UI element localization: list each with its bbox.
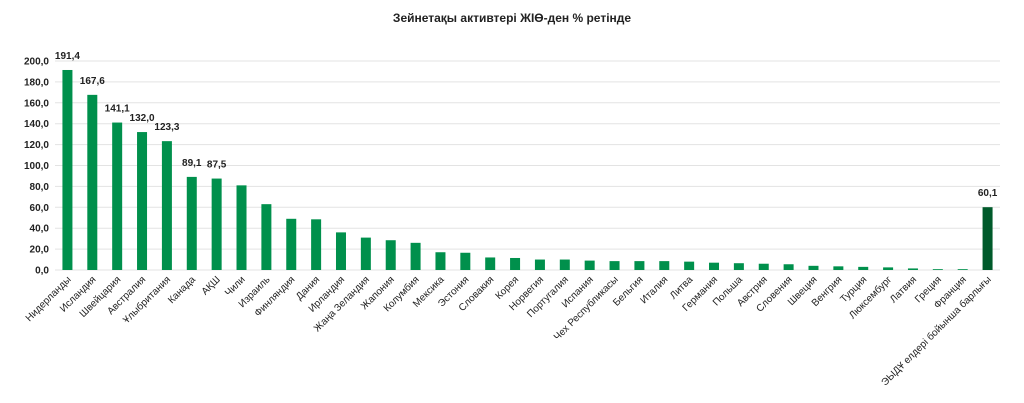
y-tick-label: 180,0 [24, 77, 49, 88]
bar [783, 264, 794, 270]
bar [62, 69, 73, 270]
bar [758, 263, 769, 270]
data-label: 167,6 [80, 76, 105, 87]
y-tick-label: 140,0 [24, 119, 49, 130]
y-tick-label: 60,0 [30, 203, 50, 214]
bar [112, 122, 123, 270]
bar [435, 252, 446, 270]
bar [584, 260, 595, 270]
bar [261, 204, 272, 270]
data-label: 141,1 [105, 104, 130, 115]
bar [932, 269, 943, 270]
bar [311, 219, 322, 270]
bar [137, 132, 148, 270]
data-label: 87,5 [207, 160, 227, 171]
x-tick-label: Латвия [888, 274, 919, 305]
y-tick-label: 20,0 [30, 245, 50, 256]
bar [286, 218, 297, 270]
bar [485, 257, 496, 270]
data-label: 132,0 [130, 113, 155, 124]
bar [211, 178, 222, 270]
chart-title: Зейнетақы активтері ЖІӨ-ден % ретінде [393, 11, 631, 25]
bar [87, 94, 98, 270]
bar [733, 263, 744, 270]
y-tick-label: 80,0 [30, 182, 50, 193]
y-tick-label: 160,0 [24, 98, 49, 109]
data-label: 191,4 [55, 51, 80, 62]
data-label: 60,1 [978, 188, 998, 199]
bar [634, 261, 645, 270]
bar [957, 269, 968, 270]
bar [236, 185, 247, 270]
bar [460, 252, 471, 270]
bar [833, 266, 844, 270]
bar [360, 237, 371, 270]
bar [510, 257, 521, 270]
data-label: 89,1 [182, 158, 202, 169]
bar [609, 261, 620, 270]
bar [534, 259, 545, 270]
bar [161, 141, 172, 270]
y-tick-label: 120,0 [24, 140, 49, 151]
y-tick-label: 100,0 [24, 161, 49, 172]
bar [858, 266, 869, 270]
x-tick-label: АҚШ [200, 274, 223, 297]
y-tick-label: 0,0 [35, 266, 49, 277]
bar [385, 240, 396, 270]
bar [684, 261, 695, 270]
bar [559, 259, 570, 270]
y-tick-label: 200,0 [24, 57, 49, 68]
bar [659, 261, 670, 270]
bar [808, 265, 819, 270]
bar [982, 207, 993, 270]
x-tick-label: Италия [639, 274, 671, 306]
bar [410, 242, 421, 270]
bar [335, 232, 346, 270]
y-tick-label: 40,0 [30, 224, 50, 235]
bar [709, 262, 720, 270]
bar [883, 267, 894, 270]
bar [186, 176, 197, 270]
data-label: 123,3 [154, 122, 179, 133]
bar [907, 268, 918, 270]
x-tick-label: Канада [166, 274, 198, 306]
